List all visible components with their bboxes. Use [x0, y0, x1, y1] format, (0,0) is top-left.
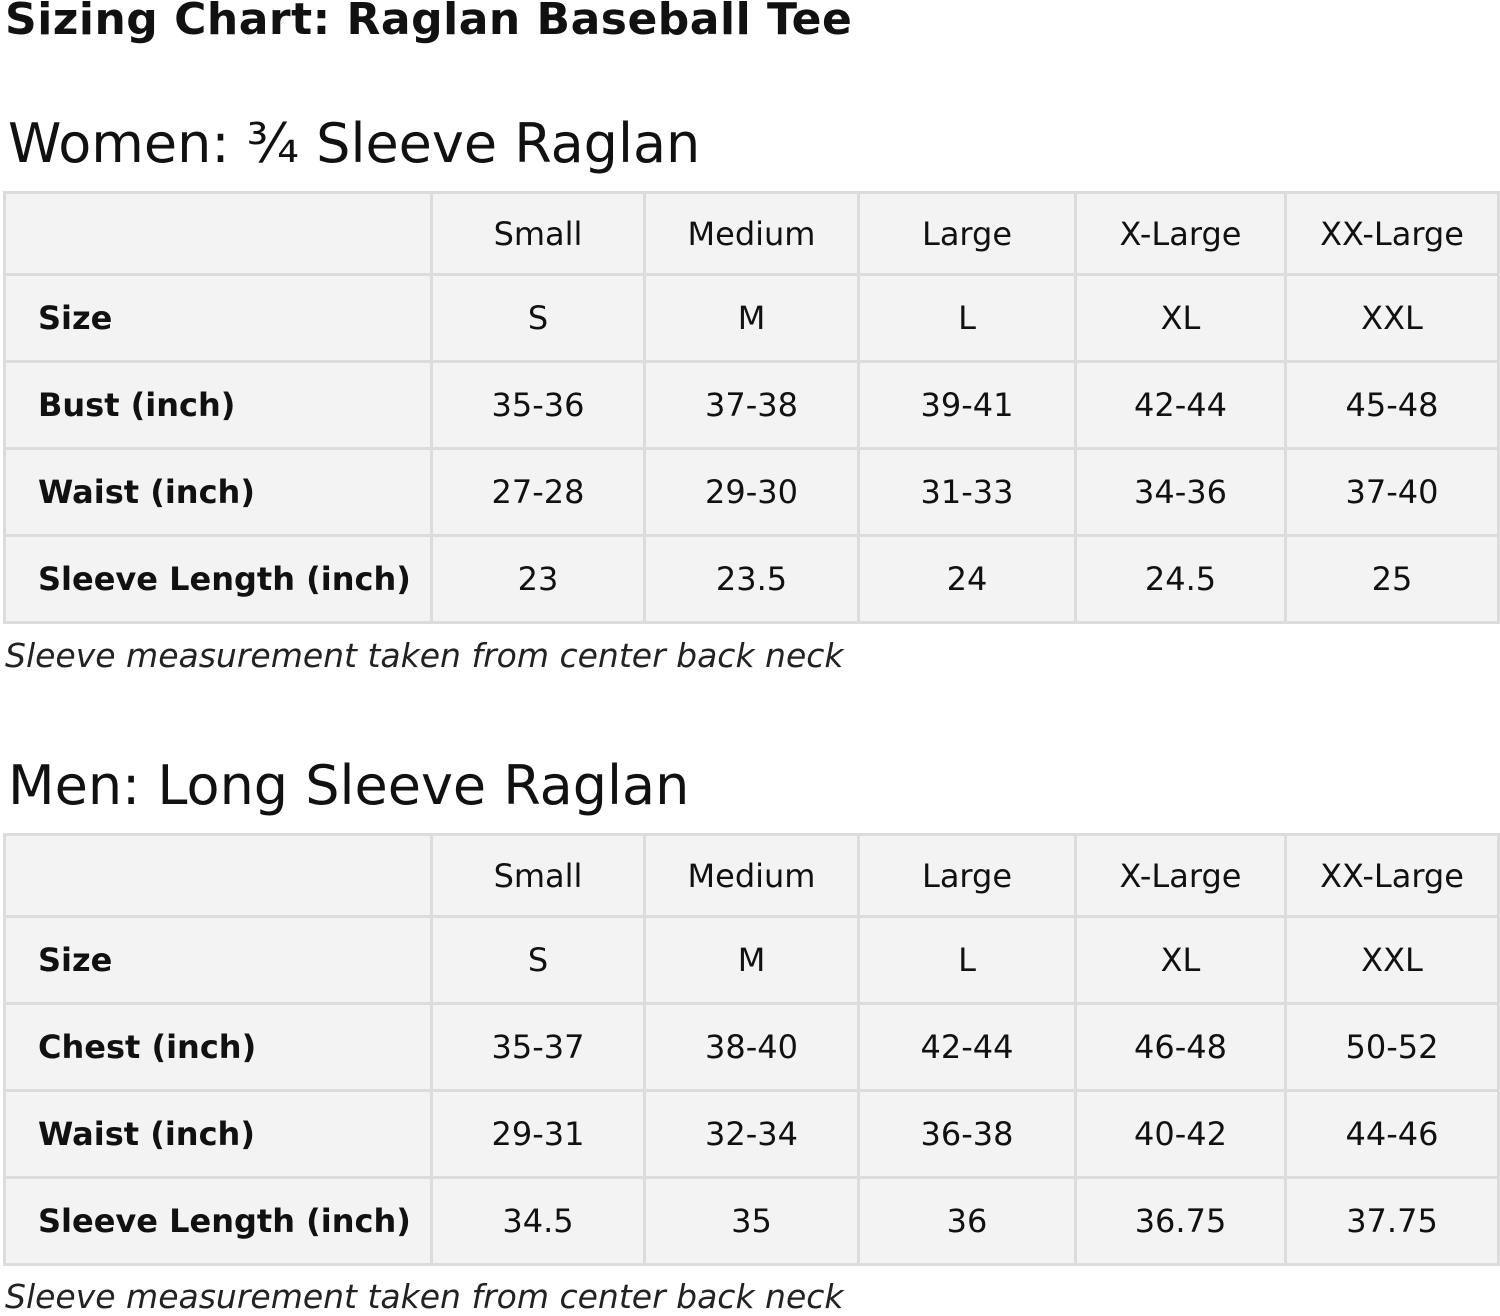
- cell: 36-38: [857, 1089, 1077, 1179]
- table-row: Sleeve Length (inch) 34.5 35 36 36.75 37.75: [3, 1176, 1500, 1266]
- column-header: Medium: [643, 191, 860, 276]
- cell: 45-48: [1284, 360, 1500, 450]
- cell: 37-40: [1284, 447, 1500, 537]
- cell: 50-52: [1284, 1002, 1500, 1092]
- cell: 37-38: [643, 360, 860, 450]
- cell: 23: [430, 534, 646, 624]
- column-header: Large: [857, 833, 1077, 918]
- cell: 27-28: [430, 447, 646, 537]
- size-table: Small Medium Large X-Large XX-Large Size S M L XL…: [3, 833, 1500, 1266]
- cell: 35-37: [430, 1002, 646, 1092]
- row-label: Size: [3, 273, 433, 363]
- cell: 34-36: [1074, 447, 1287, 537]
- cell: 35-36: [430, 360, 646, 450]
- cell: XL: [1074, 915, 1287, 1005]
- cell: 42-44: [1074, 360, 1287, 450]
- cell: 42-44: [857, 1002, 1077, 1092]
- cell: 36: [857, 1176, 1077, 1266]
- cell: L: [857, 915, 1077, 1005]
- table-row: Chest (inch) 35-37 38-40 42-44 46-48 50-52: [3, 1002, 1500, 1092]
- cell: 35: [643, 1176, 860, 1266]
- cell: 46-48: [1074, 1002, 1287, 1092]
- row-label: Sleeve Length (inch): [3, 534, 433, 624]
- cell: S: [430, 273, 646, 363]
- row-label: Bust (inch): [3, 360, 433, 450]
- column-header: X-Large: [1074, 833, 1287, 918]
- column-header: Small: [430, 191, 646, 276]
- section-heading: Women: ¾ Sleeve Raglan: [8, 112, 701, 175]
- cell: 29-31: [430, 1089, 646, 1179]
- cell: 32-34: [643, 1089, 860, 1179]
- cell: 37.75: [1284, 1176, 1500, 1266]
- cell: M: [643, 273, 860, 363]
- column-header: XX-Large: [1284, 191, 1500, 276]
- size-table: Small Medium Large X-Large XX-Large Size S M L XL…: [3, 191, 1500, 624]
- cell: 23.5: [643, 534, 860, 624]
- cell: 40-42: [1074, 1089, 1287, 1179]
- column-header: Medium: [643, 833, 860, 918]
- row-label: Waist (inch): [3, 447, 433, 537]
- footnote: Sleeve measurement taken from center bac…: [5, 636, 844, 675]
- corner-cell: [3, 833, 433, 918]
- cell: XL: [1074, 273, 1287, 363]
- table-row: Waist (inch) 29-31 32-34 36-38 40-42 44-46: [3, 1089, 1500, 1179]
- cell: 38-40: [643, 1002, 860, 1092]
- table-row: Sleeve Length (inch) 23 23.5 24 24.5 25: [3, 534, 1500, 624]
- column-header: Small: [430, 833, 646, 918]
- table-body: Small Medium Large X-Large XX-Large Size S M L XL…: [3, 833, 1500, 1266]
- cell: XXL: [1284, 915, 1500, 1005]
- table-row: Bust (inch) 35-36 37-38 39-41 42-44 45-48: [3, 360, 1500, 450]
- column-header: X-Large: [1074, 191, 1287, 276]
- row-label: Sleeve Length (inch): [3, 1176, 433, 1266]
- cell: L: [857, 273, 1077, 363]
- table-body: Small Medium Large X-Large XX-Large Size S M L XL…: [3, 191, 1500, 624]
- column-header: XX-Large: [1284, 833, 1500, 918]
- table-row: Size S M L XL XXL: [3, 915, 1500, 1005]
- cell: 39-41: [857, 360, 1077, 450]
- cell: XXL: [1284, 273, 1500, 363]
- cell: 25: [1284, 534, 1500, 624]
- corner-cell: [3, 191, 433, 276]
- page-title: Sizing Chart: Raglan Baseball Tee: [5, 0, 853, 45]
- row-label: Chest (inch): [3, 1002, 433, 1092]
- row-label: Size: [3, 915, 433, 1005]
- cell: S: [430, 915, 646, 1005]
- cell: 34.5: [430, 1176, 646, 1266]
- header-row: Small Medium Large X-Large XX-Large: [3, 833, 1500, 918]
- column-header: Large: [857, 191, 1077, 276]
- section-heading: Men: Long Sleeve Raglan: [8, 754, 690, 817]
- cell: 36.75: [1074, 1176, 1287, 1266]
- cell: 44-46: [1284, 1089, 1500, 1179]
- header-row: Small Medium Large X-Large XX-Large: [3, 191, 1500, 276]
- row-label: Waist (inch): [3, 1089, 433, 1179]
- cell: 29-30: [643, 447, 860, 537]
- table-row: Waist (inch) 27-28 29-30 31-33 34-36 37-40: [3, 447, 1500, 537]
- cell: M: [643, 915, 860, 1005]
- cell: 24.5: [1074, 534, 1287, 624]
- footnote: Sleeve measurement taken from center bac…: [5, 1277, 844, 1316]
- cell: 24: [857, 534, 1077, 624]
- cell: 31-33: [857, 447, 1077, 537]
- table-row: Size S M L XL XXL: [3, 273, 1500, 363]
